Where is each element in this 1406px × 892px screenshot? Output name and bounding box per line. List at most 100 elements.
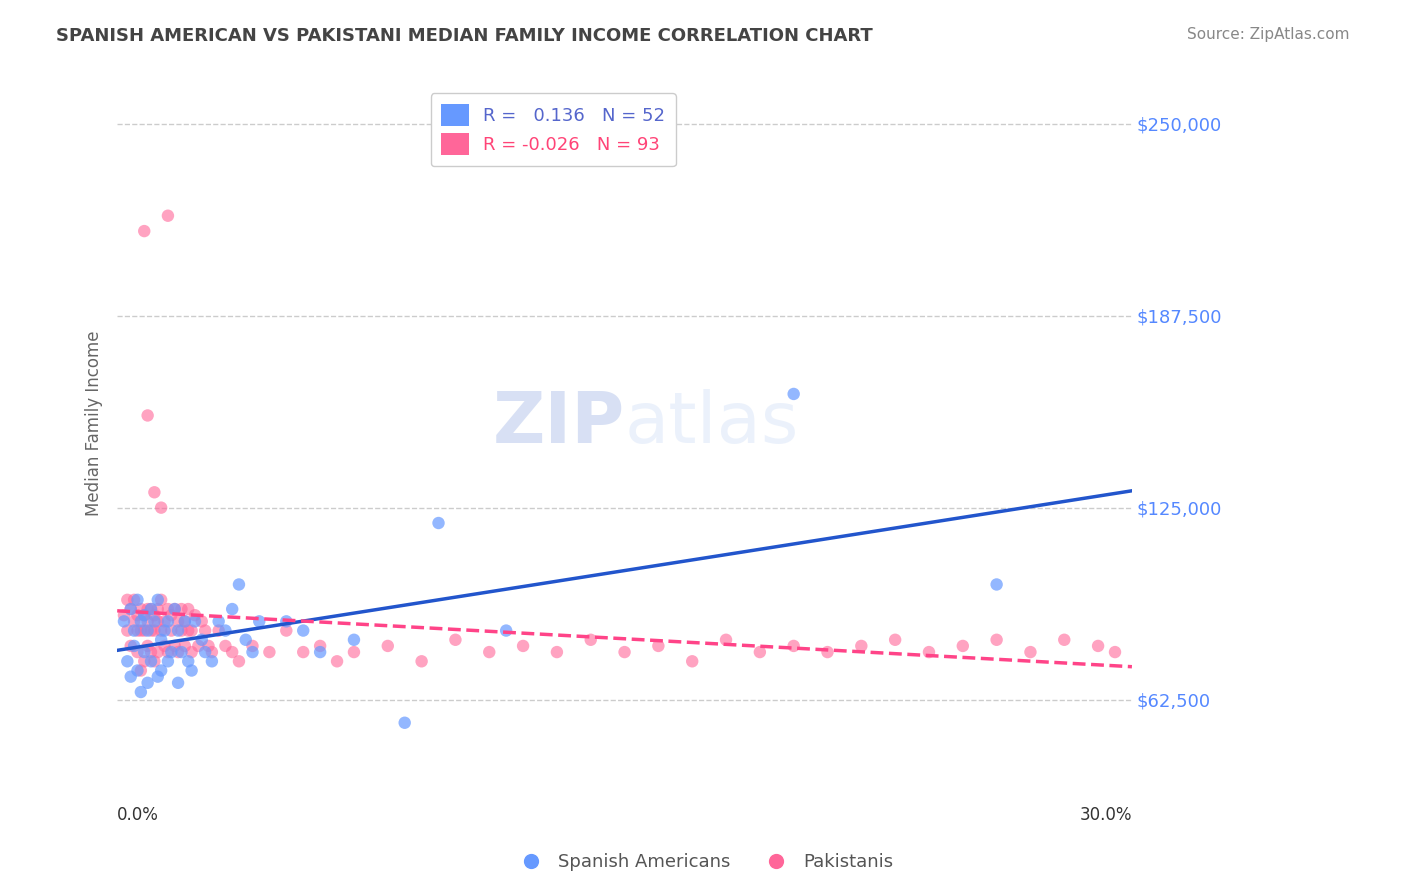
Point <box>117 592 139 607</box>
Point <box>117 624 139 638</box>
Point <box>427 516 450 530</box>
Point <box>146 615 169 629</box>
Point <box>163 602 186 616</box>
Point <box>986 577 1008 591</box>
Point <box>136 675 159 690</box>
Point <box>120 670 142 684</box>
Point <box>122 639 145 653</box>
Point <box>1087 639 1109 653</box>
Point <box>160 608 183 623</box>
Point <box>190 632 212 647</box>
Point <box>681 654 703 668</box>
Point <box>167 624 190 638</box>
Point <box>228 577 250 591</box>
Point <box>309 645 332 659</box>
Point <box>194 624 217 638</box>
Point <box>276 624 298 638</box>
Point <box>139 645 162 659</box>
Point <box>817 645 839 659</box>
Point <box>156 615 179 629</box>
Point <box>884 632 907 647</box>
Point <box>127 592 149 607</box>
Point <box>343 645 366 659</box>
Point <box>952 639 974 653</box>
Text: 0.0%: 0.0% <box>117 805 159 823</box>
Point <box>714 632 737 647</box>
Point <box>129 664 152 678</box>
Point <box>167 645 190 659</box>
Point <box>143 654 166 668</box>
Point <box>170 602 193 616</box>
Point <box>146 602 169 616</box>
Point <box>512 639 534 653</box>
Point <box>292 624 315 638</box>
Point <box>122 592 145 607</box>
Point <box>139 654 162 668</box>
Point <box>173 615 195 629</box>
Point <box>156 209 179 223</box>
Point <box>134 654 156 668</box>
Point <box>122 624 145 638</box>
Point <box>136 615 159 629</box>
Point <box>235 632 257 647</box>
Point <box>194 645 217 659</box>
Point <box>136 409 159 423</box>
Point <box>292 645 315 659</box>
Point <box>748 645 770 659</box>
Point <box>146 645 169 659</box>
Point <box>163 602 186 616</box>
Point <box>782 387 804 401</box>
Point <box>276 615 298 629</box>
Point <box>613 645 636 659</box>
Text: ZIP: ZIP <box>492 389 624 458</box>
Point <box>150 664 173 678</box>
Point <box>1053 632 1076 647</box>
Y-axis label: Median Family Income: Median Family Income <box>86 330 103 516</box>
Point <box>377 639 399 653</box>
Point <box>127 645 149 659</box>
Point <box>184 615 207 629</box>
Point <box>201 645 224 659</box>
Point <box>394 715 416 730</box>
Point <box>647 639 669 653</box>
Point <box>129 624 152 638</box>
Point <box>918 645 941 659</box>
Point <box>546 645 568 659</box>
Point <box>1019 645 1042 659</box>
Point <box>136 602 159 616</box>
Point <box>180 624 202 638</box>
Point <box>221 602 243 616</box>
Point <box>326 654 349 668</box>
Point <box>156 654 179 668</box>
Point <box>242 639 264 653</box>
Point <box>247 615 270 629</box>
Legend: Spanish Americans, Pakistanis: Spanish Americans, Pakistanis <box>506 847 900 879</box>
Text: Source: ZipAtlas.com: Source: ZipAtlas.com <box>1187 27 1350 42</box>
Point <box>127 624 149 638</box>
Point <box>117 654 139 668</box>
Point <box>134 224 156 238</box>
Point <box>177 654 200 668</box>
Point <box>208 615 231 629</box>
Point <box>228 654 250 668</box>
Point <box>214 624 236 638</box>
Point <box>122 615 145 629</box>
Point <box>112 608 135 623</box>
Point <box>146 592 169 607</box>
Point <box>197 639 219 653</box>
Point <box>851 639 873 653</box>
Point <box>160 645 183 659</box>
Point <box>146 670 169 684</box>
Point <box>221 645 243 659</box>
Point <box>478 645 501 659</box>
Point <box>153 639 176 653</box>
Point <box>444 632 467 647</box>
Point <box>120 602 142 616</box>
Point <box>153 624 176 638</box>
Point <box>134 624 156 638</box>
Point <box>120 602 142 616</box>
Point <box>986 632 1008 647</box>
Point <box>163 639 186 653</box>
Point <box>180 645 202 659</box>
Point <box>136 639 159 653</box>
